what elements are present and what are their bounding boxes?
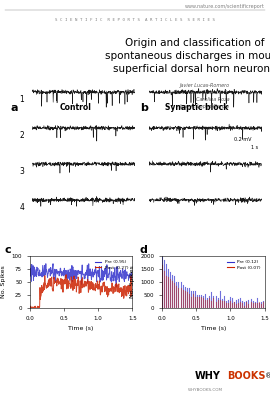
Text: a: a (11, 103, 18, 113)
Text: WHYBOOKS.COM: WHYBOOKS.COM (188, 388, 223, 392)
Text: Synaptic block: Synaptic block (166, 104, 229, 112)
X-axis label: Time (s): Time (s) (68, 326, 94, 331)
Text: 2: 2 (19, 130, 24, 140)
Y-axis label: No. Spikes: No. Spikes (1, 266, 6, 298)
Text: 1: 1 (19, 94, 24, 104)
Text: www.nature.com/scientificreport: www.nature.com/scientificreport (185, 4, 265, 9)
Text: d: d (139, 245, 147, 255)
Text: Control: Control (60, 104, 92, 112)
X-axis label: Time (s): Time (s) (201, 326, 226, 331)
Text: c: c (5, 245, 11, 255)
Y-axis label: No. Spikes: No. Spikes (130, 266, 135, 298)
Text: 0.2 mV: 0.2 mV (234, 137, 251, 142)
Text: Origin and classification of
spontaneous discharges in mouse
superficial dorsal : Origin and classification of spontaneous… (105, 38, 270, 74)
Legend: Pre (0.95), Post (0.27): Pre (0.95), Post (0.27) (93, 258, 130, 271)
Text: 4: 4 (19, 202, 24, 212)
Text: Javier Lucas-Romero
Ivan Rivera-Arconada
Carolina Roza
Jose A. Lopez-Garcia: Javier Lucas-Romero Ivan Rivera-Arconada… (177, 83, 229, 109)
Text: WHY: WHY (194, 371, 220, 381)
Text: 3: 3 (19, 166, 24, 176)
Legend: Pre (0.12), Post (0.07): Pre (0.12), Post (0.07) (225, 258, 262, 271)
Text: 1 s: 1 s (251, 145, 258, 150)
Text: BOOKS: BOOKS (227, 371, 265, 381)
Text: b: b (140, 103, 148, 113)
Text: ®: ® (265, 373, 270, 379)
Text: S C I E N T I F I C  R E P O R T S  A R T I C L E S  S E R I E S: S C I E N T I F I C R E P O R T S A R T … (55, 18, 215, 22)
